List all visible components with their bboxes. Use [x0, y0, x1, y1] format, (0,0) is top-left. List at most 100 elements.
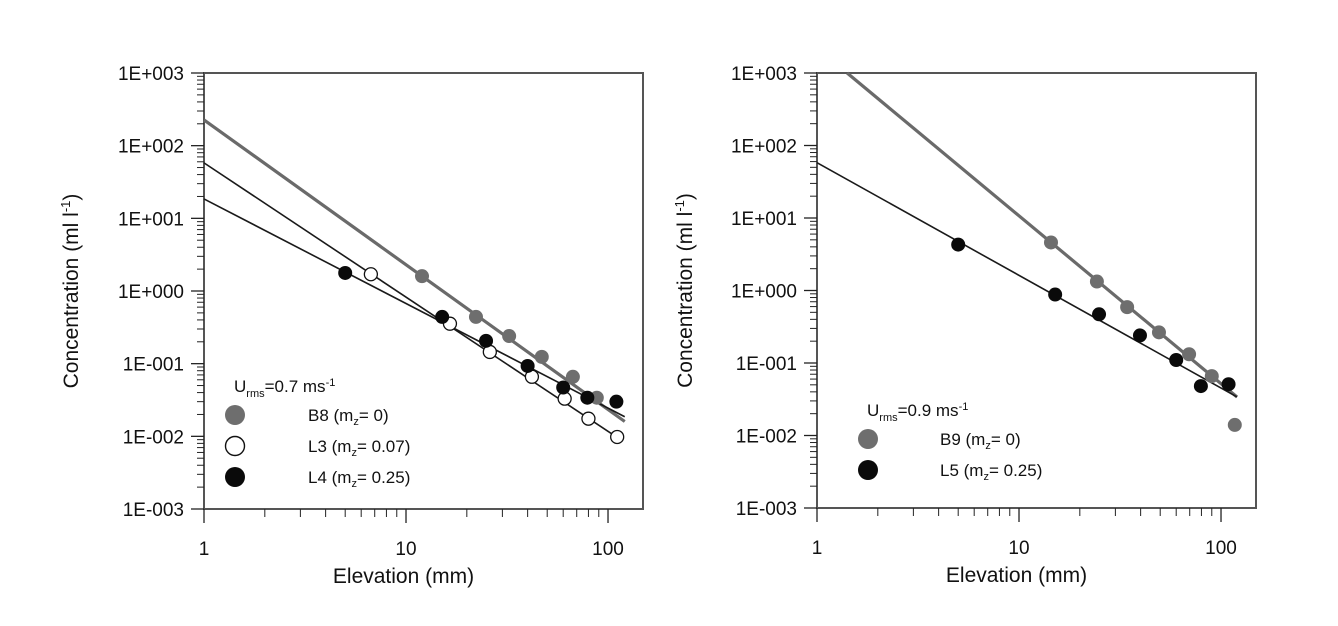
y-axis-title-main: Concentration (ml l	[60, 212, 83, 388]
legend-title-main: U	[867, 401, 879, 420]
y-tick-label: 1E+001	[731, 209, 797, 230]
y-tick-label: 1E+002	[118, 137, 184, 158]
y-tick-label: 1E-002	[736, 427, 797, 448]
y-tick-label: 1E-001	[736, 354, 797, 375]
data-point-b9	[1120, 300, 1135, 315]
legend-label-main: B9 (m	[940, 430, 985, 449]
y-axis-title: Concentration (ml l-1)	[672, 193, 697, 388]
legend-label-main: B8 (m	[308, 406, 353, 425]
plot-frame	[816, 72, 1257, 509]
data-point-b8	[565, 369, 580, 384]
y-tick-label: 1E+003	[731, 64, 797, 85]
y-axis-title-sup: -1	[672, 200, 687, 212]
data-point-b9	[1043, 235, 1058, 250]
data-point-l5	[1169, 352, 1184, 367]
legend-title-rest: =0.9 ms	[898, 401, 959, 420]
legend: Urms=0.9 ms-1B9 (mz= 0)L5 (mz= 0.25)	[858, 401, 1042, 483]
legend-label-sub: z	[985, 440, 991, 452]
legend-label-l5: L5 (mz= 0.25)	[940, 461, 1042, 483]
y-tick-label: 1E+000	[118, 282, 184, 303]
data-point-b8	[534, 349, 549, 364]
x-tick-label: 10	[395, 539, 416, 560]
data-point-b9	[1151, 325, 1166, 340]
legend-title: Urms=0.9 ms-1	[867, 401, 968, 424]
y-axis-title-close: )	[60, 194, 83, 201]
legend-label-sub: z	[353, 416, 359, 428]
data-point-b9	[1204, 369, 1219, 384]
data-point-b8	[415, 269, 430, 284]
plot-frame	[203, 72, 644, 510]
legend-marker-l5	[858, 460, 878, 480]
y-tick-label: 1E-001	[123, 355, 184, 376]
y-tick-label: 1E+002	[731, 137, 797, 158]
left-panel: 1E+003 1E+002 1E+001 1E+000 1E-001 1E-002 1E-0…	[58, 64, 644, 588]
data-point-l5	[1221, 377, 1236, 392]
fit-line-l3	[203, 162, 619, 439]
y-tick-label: 1E-003	[736, 499, 797, 520]
legend-title-sub: rms	[246, 388, 265, 400]
legend-label-b9: B9 (mz= 0)	[940, 430, 1021, 452]
legend-marker-b8	[225, 405, 245, 425]
data-point-l5	[1048, 287, 1063, 302]
y-axis-title-sup: -1	[58, 201, 73, 213]
legend-title-sup: -1	[326, 377, 336, 389]
data-point-l4	[520, 358, 535, 373]
data-point-b8	[502, 329, 517, 344]
data-point-l4	[556, 380, 571, 395]
legend-label-b8: B8 (mz= 0)	[308, 406, 389, 428]
data-point-l3	[363, 267, 379, 282]
x-tick-label: 10	[1008, 538, 1029, 559]
legend-title-sup: -1	[959, 401, 969, 413]
x-tick-label: 100	[592, 539, 624, 560]
x-tick-label: 100	[1205, 538, 1237, 559]
legend-marker-l4	[225, 467, 245, 487]
y-tick-label: 1E-003	[123, 500, 184, 521]
x-axis-title: Elevation (mm)	[333, 565, 474, 588]
legend-marker-l3	[224, 435, 246, 457]
y-tick-label: 1E-002	[123, 427, 184, 448]
data-point-l4	[580, 390, 595, 405]
legend-label-sub: z	[351, 478, 357, 490]
fit-line-b8	[203, 118, 626, 423]
data-point-l5	[1193, 379, 1208, 394]
data-point-l5	[1092, 307, 1107, 322]
legend-label-main: L3 (m	[308, 437, 351, 456]
x-axis-title: Elevation (mm)	[946, 564, 1087, 587]
legend-label-rest: = 0.25)	[357, 468, 410, 487]
legend-label-l4: L4 (mz= 0.25)	[308, 468, 410, 490]
legend-title-main: U	[234, 377, 246, 396]
data-point-b9	[1182, 347, 1197, 362]
y-tick-label: 1E+003	[118, 64, 184, 85]
legend-marker-b9	[858, 429, 878, 449]
legend-label-rest: = 0.07)	[357, 437, 410, 456]
legend-title-rest: =0.7 ms	[265, 377, 326, 396]
fit-line-l4	[203, 198, 626, 418]
fit-line-l5	[816, 161, 1238, 398]
data-point-b9	[1227, 417, 1242, 432]
x-tick-label: 1	[199, 539, 210, 560]
legend: Urms=0.7 ms-1B8 (mz= 0)L3 (mz= 0.07)L4 (…	[224, 377, 410, 490]
legend-label-rest: = 0)	[359, 406, 389, 425]
legend-label-rest: = 0.25)	[989, 461, 1042, 480]
data-point-l4	[479, 333, 494, 348]
data-point-l4	[435, 309, 450, 324]
y-tick-label: 1E+001	[118, 209, 184, 230]
legend-label-main: L5 (m	[940, 461, 983, 480]
data-point-l4	[338, 265, 353, 280]
legend-label-main: L4 (m	[308, 468, 351, 487]
legend-title-sub: rms	[879, 412, 898, 424]
legend-label-sub: z	[983, 471, 989, 483]
legend-label-rest: = 0)	[991, 430, 1021, 449]
data-point-b8	[468, 309, 483, 324]
legend-label-l3: L3 (mz= 0.07)	[308, 437, 410, 459]
data-point-l4	[609, 394, 624, 409]
y-axis-title: Concentration (ml l-1)	[58, 194, 83, 389]
legend-label-sub: z	[351, 447, 357, 459]
data-point-l3	[581, 411, 596, 426]
y-tick-label: 1E+000	[731, 282, 797, 303]
x-tick-label: 1	[812, 538, 823, 559]
right-panel: 1E+003 1E+002 1E+001 1E+000 1E-001 1E-002 1E-0…	[672, 64, 1257, 587]
fit-line-b9	[846, 71, 1239, 399]
legend-title: Urms=0.7 ms-1	[234, 377, 335, 400]
